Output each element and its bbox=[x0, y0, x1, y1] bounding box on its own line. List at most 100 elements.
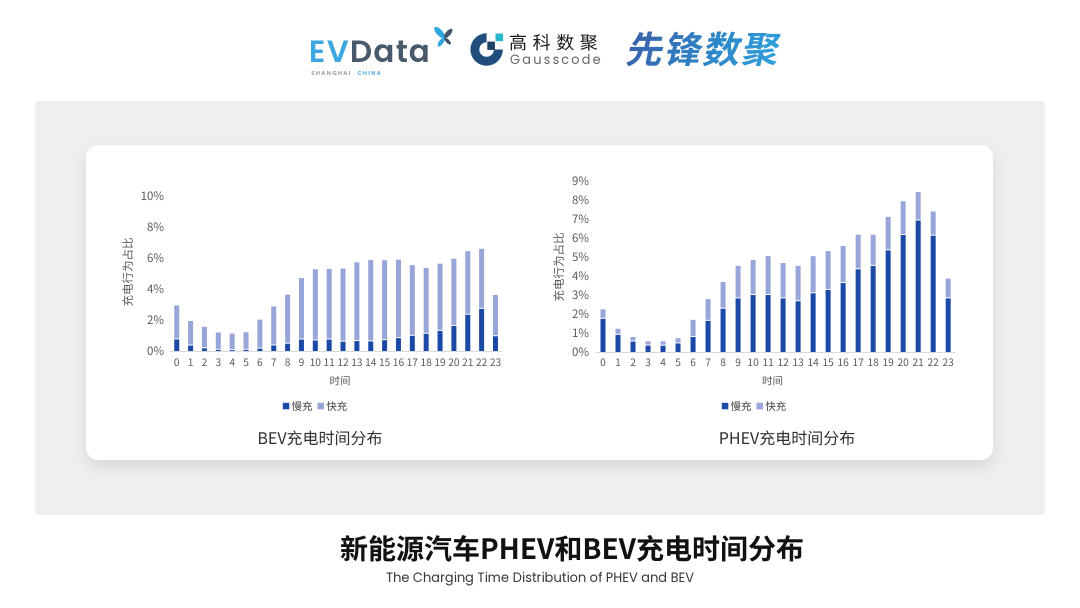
bar-segment-slow bbox=[271, 345, 277, 351]
x-tick-label: 7 bbox=[705, 354, 711, 369]
bar-segment-fast bbox=[215, 332, 221, 349]
legend-swatch bbox=[282, 402, 290, 410]
y-tick-label: 3% bbox=[572, 287, 589, 303]
bar-segment-fast bbox=[930, 211, 936, 235]
x-tick-label: 19 bbox=[434, 354, 446, 369]
bar-segment-slow bbox=[409, 335, 415, 351]
x-axis-title: 时间 bbox=[762, 374, 783, 389]
y-tick-label: 9% bbox=[572, 173, 589, 189]
bar-segment-slow bbox=[229, 350, 235, 351]
bar-segment-slow bbox=[690, 336, 696, 352]
bar-segment-slow bbox=[660, 345, 666, 352]
y-tick-label: 6% bbox=[572, 230, 589, 246]
y-tick-label: 2% bbox=[147, 312, 164, 328]
x-axis-title: 时间 bbox=[330, 374, 351, 389]
legend-label: 慢充 bbox=[292, 399, 313, 414]
x-tick-label: 11 bbox=[324, 354, 335, 369]
x-tick-label: 0 bbox=[600, 354, 606, 369]
x-tick-label: 16 bbox=[393, 354, 405, 369]
bar-segment-fast bbox=[423, 267, 429, 333]
y-tick-label: 4% bbox=[572, 268, 589, 284]
bar-segment-slow bbox=[451, 325, 457, 351]
x-tick-label: 21 bbox=[462, 354, 473, 369]
x-tick-label: 19 bbox=[883, 354, 895, 369]
bar-segment-fast bbox=[395, 259, 401, 338]
bar-segment-fast bbox=[229, 333, 235, 350]
bar-segment-fast bbox=[705, 299, 711, 320]
y-axis-title: 充电行为占比 bbox=[120, 238, 136, 307]
bar-segment-slow bbox=[750, 295, 756, 352]
bar-segment-slow bbox=[765, 295, 771, 352]
evdata-tagline-shanghai: SHANGHAI bbox=[311, 69, 352, 77]
bar-segment-fast bbox=[780, 263, 786, 298]
bar-segment-slow bbox=[243, 349, 249, 351]
bar-segment-slow bbox=[735, 298, 741, 352]
evdata-tagline: SHANGHAI CHINA bbox=[311, 69, 382, 78]
chart-legend: 慢充 快充 bbox=[721, 399, 787, 414]
bar-segment-fast bbox=[750, 259, 756, 294]
bar-segment-slow bbox=[188, 345, 194, 351]
x-tick-label: 3 bbox=[645, 354, 651, 369]
xianfeng-logo: 先锋数聚 bbox=[622, 20, 788, 74]
bar-segment-fast bbox=[243, 332, 249, 349]
bar-segment-slow bbox=[825, 289, 831, 352]
bar-segment-slow bbox=[885, 250, 891, 352]
x-tick-label: 5 bbox=[243, 354, 249, 369]
x-tick-label: 4 bbox=[229, 354, 235, 369]
gausscode-logo: 高科数聚 Gausscode bbox=[470, 33, 605, 73]
bar-segment-slow bbox=[615, 334, 621, 352]
bar-segment-fast bbox=[451, 258, 457, 325]
bar-segment-slow bbox=[215, 349, 221, 351]
x-tick-label: 14 bbox=[807, 354, 819, 369]
x-tick-label: 1 bbox=[615, 354, 621, 369]
x-tick-label: 4 bbox=[660, 354, 666, 369]
x-tick-label: 16 bbox=[837, 354, 849, 369]
bar-segment-slow bbox=[437, 330, 443, 351]
x-tick-label: 20 bbox=[898, 354, 910, 369]
bar-segment-slow bbox=[675, 343, 681, 352]
bar-segment-slow bbox=[312, 340, 318, 351]
x-tick-label: 18 bbox=[867, 354, 879, 369]
x-tick-label: 12 bbox=[777, 354, 789, 369]
y-tick-label: 6% bbox=[147, 250, 164, 266]
bar-segment-slow bbox=[298, 339, 304, 351]
x-tick-label: 2 bbox=[630, 354, 636, 369]
bar-segment-fast bbox=[660, 341, 666, 345]
x-tick-label: 8 bbox=[285, 354, 291, 369]
bar-segment-slow bbox=[201, 348, 207, 351]
bar-segment-fast bbox=[409, 265, 415, 335]
bar-segment-slow bbox=[382, 340, 388, 351]
bar-segment-fast bbox=[492, 294, 498, 336]
chart-title: BEV充电时间分布 bbox=[257, 425, 382, 449]
bar-segment-fast bbox=[645, 341, 651, 345]
y-tick-label: 7% bbox=[572, 211, 589, 227]
legend-swatch bbox=[756, 402, 763, 410]
bar-segment-slow bbox=[465, 314, 471, 351]
y-tick-label: 1% bbox=[572, 325, 589, 341]
x-tick-label: 2 bbox=[202, 354, 208, 369]
x-tick-label: 22 bbox=[476, 354, 488, 369]
x-tick-label: 14 bbox=[365, 354, 377, 369]
bar-segment-fast bbox=[945, 278, 951, 298]
gausscode-name-cn: 高科数聚 bbox=[509, 29, 604, 55]
x-tick-label: 13 bbox=[351, 354, 363, 369]
bar-segment-fast bbox=[312, 269, 318, 340]
bar-segment-fast bbox=[354, 262, 360, 341]
bar-segment-fast bbox=[201, 326, 207, 348]
bar-segment-slow bbox=[479, 308, 485, 351]
bar-segment-slow bbox=[285, 343, 291, 351]
bar-segment-fast bbox=[825, 251, 831, 289]
bar-segment-fast bbox=[437, 263, 443, 330]
y-tick-label: 0% bbox=[572, 344, 589, 360]
bar-segment-fast bbox=[382, 260, 388, 340]
bar-segment-slow bbox=[720, 308, 726, 352]
bar-segment-fast bbox=[810, 256, 816, 293]
x-tick-label: 15 bbox=[379, 354, 391, 369]
evdata-tagline-china: CHINA bbox=[357, 69, 383, 77]
bar-segment-slow bbox=[630, 341, 636, 352]
bar-segment-fast bbox=[885, 216, 891, 250]
bar-segment-fast bbox=[340, 268, 346, 341]
bar-segment-fast bbox=[479, 248, 485, 308]
